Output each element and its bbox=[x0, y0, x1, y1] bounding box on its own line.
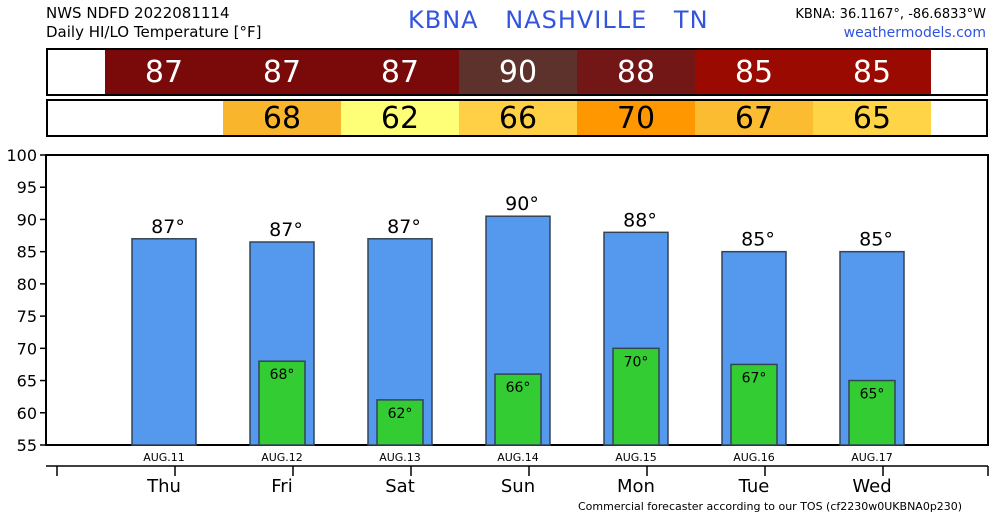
x-day-label: Wed bbox=[852, 476, 891, 497]
hi-bar-label: 87° bbox=[269, 219, 303, 241]
x-date-label: AUG.17 bbox=[851, 451, 893, 464]
y-tick-label: 75 bbox=[17, 307, 37, 326]
lo-bar-label: 66° bbox=[506, 380, 531, 396]
x-day-label: Sun bbox=[501, 476, 535, 497]
x-date-label: AUG.14 bbox=[497, 451, 539, 464]
y-tick-label: 90 bbox=[17, 210, 37, 229]
station-id: KBNA bbox=[408, 6, 479, 34]
hi-bar-label: 90° bbox=[505, 193, 539, 215]
x-date-label: AUG.11 bbox=[143, 451, 185, 464]
hi-strip-cell-1: 87 bbox=[105, 50, 223, 94]
lo-bar-label: 70° bbox=[624, 354, 649, 370]
hi-strip-cell-7: 85 bbox=[813, 50, 931, 94]
y-tick-label: 80 bbox=[17, 275, 37, 294]
lo-strip-cell-4: 66 bbox=[459, 101, 577, 136]
hi-bar-label: 85° bbox=[859, 229, 893, 251]
y-tick-label: 60 bbox=[17, 404, 37, 423]
lo-bar bbox=[848, 379, 896, 446]
x-day-label: Sat bbox=[385, 476, 415, 497]
hi-strip-cell-4: 90 bbox=[459, 50, 577, 94]
lo-strip-cell-2: 68 bbox=[223, 101, 341, 136]
lo-bar bbox=[376, 399, 424, 446]
lo-bar-label: 67° bbox=[742, 370, 767, 386]
lo-bar bbox=[258, 360, 306, 446]
lo-strip-cell-1 bbox=[105, 101, 223, 135]
lo-bar-label: 65° bbox=[860, 387, 885, 403]
site-link[interactable]: weathermodels.com bbox=[843, 25, 986, 41]
hi-strip-cell-6: 85 bbox=[695, 50, 813, 94]
model-run-label: NWS NDFD 2022081114 bbox=[46, 4, 230, 22]
x-date-label: AUG.13 bbox=[379, 451, 421, 464]
lo-strip-cell-5: 70 bbox=[577, 101, 695, 136]
y-tick-label: 65 bbox=[17, 372, 37, 391]
hi-bar-label: 87° bbox=[387, 216, 421, 238]
lo-bar-label: 62° bbox=[388, 406, 413, 422]
footer-note: Commercial forecaster according to our T… bbox=[578, 500, 963, 513]
hi-bar-label: 88° bbox=[623, 209, 657, 231]
y-tick-label: 95 bbox=[17, 178, 37, 197]
x-date-label: AUG.16 bbox=[733, 451, 775, 464]
x-day-label: Fri bbox=[271, 476, 292, 497]
y-tick-label: 70 bbox=[17, 339, 37, 358]
city-name: NASHVILLE bbox=[505, 6, 648, 34]
x-day-label: Mon bbox=[617, 476, 655, 497]
hi-strip-cell-2: 87 bbox=[223, 50, 341, 94]
y-tick-label: 85 bbox=[17, 243, 37, 262]
x-date-label: AUG.15 bbox=[615, 451, 657, 464]
chart-subtitle: Daily HI/LO Temperature [°F] bbox=[46, 23, 262, 41]
lo-strip-cell-6: 67 bbox=[695, 101, 813, 136]
header-right: KBNA: 36.1167°, -86.6833°W weathermodels… bbox=[795, 5, 986, 43]
header-left: NWS NDFD 2022081114 Daily HI/LO Temperat… bbox=[46, 4, 262, 42]
lo-bar bbox=[730, 363, 778, 446]
y-tick-label: 100 bbox=[6, 146, 37, 165]
hi-strip-cell-3: 87 bbox=[341, 50, 459, 94]
lo-strip-cell-7: 65 bbox=[813, 101, 931, 136]
station-coords: KBNA: 36.1167°, -86.6833°W bbox=[795, 7, 986, 22]
hi-strip-cell-5: 88 bbox=[577, 50, 695, 94]
x-day-label: Tue bbox=[738, 476, 770, 497]
lo-bar-label: 68° bbox=[270, 367, 295, 383]
hi-bar-label: 85° bbox=[741, 229, 775, 251]
lo-bar bbox=[612, 347, 660, 446]
lo-temperature-strip: 68 62 66 70 67 65 bbox=[46, 99, 988, 137]
y-tick-label: 55 bbox=[17, 436, 37, 455]
x-day-label: Thu bbox=[146, 476, 181, 497]
x-date-label: AUG.12 bbox=[261, 451, 303, 464]
hi-temperature-strip: 87 87 87 90 88 85 85 bbox=[46, 48, 988, 96]
hi-bar bbox=[131, 238, 197, 446]
location-title: KBNA NASHVILLE TN bbox=[408, 6, 727, 34]
lo-strip-cell-3: 62 bbox=[341, 101, 459, 136]
lo-bar bbox=[494, 373, 542, 446]
state-code: TN bbox=[673, 6, 709, 34]
hi-bar-label: 87° bbox=[151, 216, 185, 238]
